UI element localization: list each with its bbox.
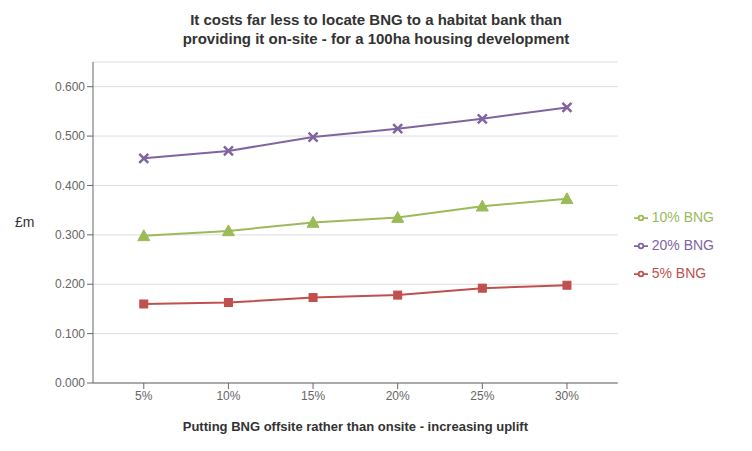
svg-text:10%: 10% <box>216 389 240 403</box>
svg-text:30%: 30% <box>555 389 579 403</box>
svg-text:£m: £m <box>15 214 34 230</box>
svg-text:5%: 5% <box>135 389 153 403</box>
html-text:It costs far less to locate BN: It costs far less to locate BNG to a hab… <box>182 11 570 47</box>
svg-text:0.500: 0.500 <box>55 129 85 143</box>
svg-text:0.400: 0.400 <box>55 179 85 193</box>
svg-text:0.300: 0.300 <box>55 228 85 242</box>
svg-text:Putting BNG offsite rather tha: Putting BNG offsite rather than onsite -… <box>183 419 529 434</box>
svg-text:25%: 25% <box>470 389 494 403</box>
svg-text:15%: 15% <box>301 389 325 403</box>
svg-text:0.100: 0.100 <box>55 327 85 341</box>
svg-text:0.600: 0.600 <box>55 80 85 94</box>
html-text:5% BNG: 5% BNG <box>651 265 707 281</box>
html-text:10% BNG: 10% BNG <box>651 209 714 225</box>
svg-text:0.000: 0.000 <box>55 376 85 390</box>
html-text:20% BNG: 20% BNG <box>651 237 714 253</box>
svg-text:20%: 20% <box>386 389 410 403</box>
svg-text:0.200: 0.200 <box>55 277 85 291</box>
